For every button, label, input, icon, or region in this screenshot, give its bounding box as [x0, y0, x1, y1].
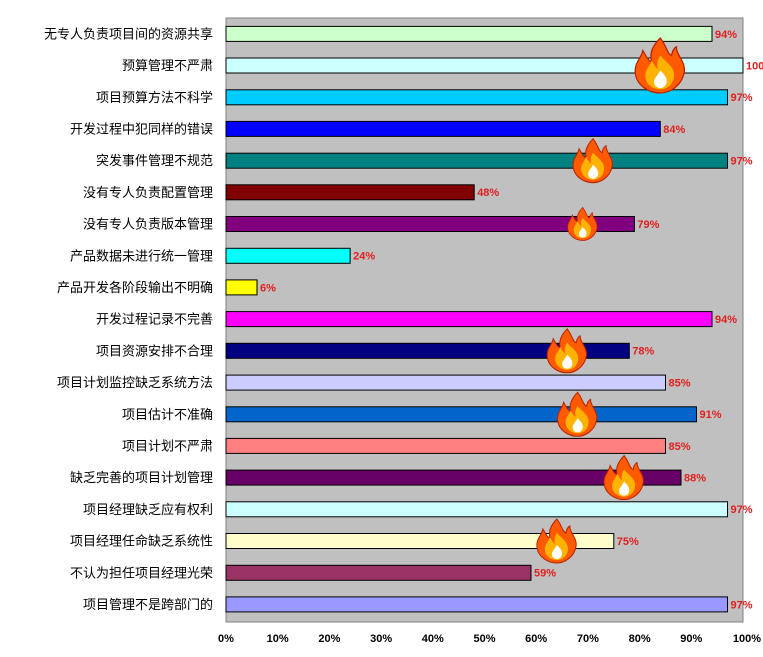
bar — [225, 279, 258, 296]
category-label: 不认为担任项目经理光荣 — [70, 566, 213, 581]
category-label: 项目计划监控缺乏系统方法 — [57, 375, 213, 391]
bar — [225, 501, 728, 518]
x-axis-ticks-group: 0% 10% 20% 30% 40% 50% 60% 70% 80% 90% 100% — [218, 633, 761, 645]
bar — [225, 89, 728, 106]
category-label: 开发过程记录不完善 — [96, 312, 213, 328]
bar — [225, 120, 661, 137]
bar — [225, 25, 713, 42]
category-label: 项目计划不严肃 — [122, 439, 213, 454]
flame-icon — [572, 137, 613, 184]
category-label: 突发事件管理不规范 — [96, 153, 213, 169]
x-tick-label: 100% — [733, 633, 761, 645]
category-label: 没有专人负责版本管理 — [83, 218, 213, 233]
x-tick-label: 30% — [370, 633, 392, 645]
value-label: 6% — [260, 282, 276, 294]
bar — [225, 374, 666, 391]
value-labels-group: 94% 100% 97% 84% 97% 48% 79% 24% 6% 94% 78% 85% 91% 8… — [260, 29, 763, 612]
category-label: 无专人负责项目间的资源共享 — [44, 26, 213, 42]
bar — [225, 596, 728, 613]
bar — [225, 247, 351, 264]
value-label: 75% — [617, 536, 639, 548]
category-labels-group: 无专人负责项目间的资源共享预算管理不严肃项目预算方法不科学开发过程中犯同样的错误… — [44, 26, 213, 613]
value-label: 97% — [731, 504, 753, 516]
value-label: 59% — [534, 568, 556, 580]
flame-icon — [634, 37, 686, 94]
value-label: 79% — [637, 219, 659, 231]
value-label: 48% — [477, 187, 499, 199]
category-label: 项目资源安排不合理 — [96, 344, 213, 359]
bar — [225, 57, 744, 74]
category-label: 项目管理不是跨部门的 — [83, 597, 213, 613]
x-tick-label: 10% — [267, 633, 289, 645]
value-label: 100% — [746, 60, 763, 72]
x-tick-label: 90% — [680, 633, 702, 645]
value-label: 97% — [731, 92, 753, 104]
value-label: 97% — [731, 156, 753, 168]
bar — [225, 564, 532, 581]
category-label: 项目估计不准确 — [122, 408, 213, 423]
bar — [225, 437, 666, 454]
value-label: 91% — [700, 409, 722, 421]
bar — [225, 406, 697, 423]
bar — [225, 152, 728, 169]
bar — [225, 311, 713, 328]
bar — [225, 216, 635, 232]
value-label: 94% — [715, 314, 737, 326]
x-tick-label: 0% — [218, 633, 234, 645]
value-label: 24% — [353, 251, 375, 263]
x-tick-label: 80% — [629, 633, 651, 645]
value-label: 85% — [669, 378, 691, 390]
value-label: 84% — [663, 124, 685, 136]
value-label: 97% — [731, 599, 753, 611]
x-tick-label: 70% — [577, 633, 599, 645]
x-tick-label: 50% — [473, 633, 495, 645]
value-label: 78% — [632, 346, 654, 358]
x-tick-label: 60% — [525, 633, 547, 645]
flame-markers-group — [536, 37, 686, 564]
flame-icon — [603, 454, 644, 501]
value-label: 94% — [715, 29, 737, 41]
value-label: 88% — [684, 473, 706, 485]
flame-icon — [557, 391, 598, 437]
flame-icon — [567, 206, 598, 241]
category-label: 产品开发各阶段输出不明确 — [57, 280, 213, 296]
flame-icon — [536, 518, 577, 564]
x-tick-label: 20% — [318, 633, 340, 645]
bar — [225, 469, 682, 486]
bar — [225, 533, 615, 549]
bar — [225, 184, 475, 201]
category-label: 项目经理缺乏应有权利 — [83, 502, 213, 518]
category-label: 产品数据未进行统一管理 — [70, 249, 213, 264]
category-label: 项目预算方法不科学 — [96, 90, 213, 106]
category-label: 项目经理任命缺乏系统性 — [70, 534, 213, 550]
bar — [225, 342, 630, 359]
value-label: 85% — [669, 441, 691, 453]
category-label: 开发过程中犯同样的错误 — [70, 121, 213, 137]
x-tick-label: 40% — [422, 633, 444, 645]
category-label: 缺乏完善的项目计划管理 — [70, 470, 213, 486]
category-label: 没有专人负责配置管理 — [83, 186, 213, 201]
category-label: 预算管理不严肃 — [122, 59, 213, 74]
flame-icon — [546, 328, 587, 374]
